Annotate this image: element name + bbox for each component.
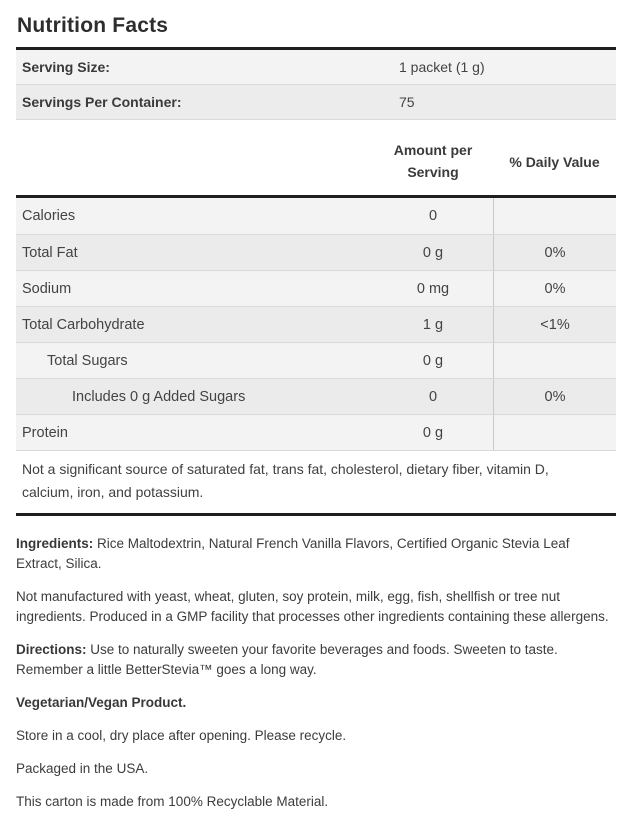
nutrient-daily-value: 0% — [493, 271, 616, 307]
storage-text: Store in a cool, dry place after opening… — [16, 728, 347, 744]
allergen-text: Not manufactured with yeast, wheat, glut… — [16, 589, 609, 625]
vegetarian-vegan-text: Vegetarian/Vegan Product. — [16, 695, 187, 711]
nutrient-amount: 0 g — [422, 244, 444, 261]
product-info-section: Ingredients: Rice Maltodextrin, Natural … — [16, 516, 616, 812]
vegetarian-vegan-paragraph: Vegetarian/Vegan Product. — [16, 693, 616, 713]
nutrient-amount: 0 — [428, 388, 438, 405]
table-row-total-carbohydrate: Total Carbohydrate 1 g <1% — [16, 306, 616, 343]
servings-per-container-value: 75 — [399, 94, 415, 110]
nutrient-table: Amount per Serving % Daily Value Calorie… — [16, 120, 616, 517]
page-title: Nutrition Facts — [17, 14, 169, 37]
recyclable-paragraph: This carton is made from 100% Recyclable… — [16, 792, 616, 812]
nutrient-label: Total Carbohydrate — [22, 316, 145, 333]
nutrient-table-body: Calories 0 Total Fat 0 g 0% Sodium 0 mg … — [16, 198, 616, 452]
table-row-added-sugars: Includes 0 g Added Sugars 0 0% — [16, 378, 616, 415]
nutrient-amount: 1 g — [422, 316, 444, 333]
table-row-protein: Protein 0 g — [16, 414, 616, 451]
table-row-total-sugars: Total Sugars 0 g — [16, 342, 616, 379]
table-row-total-fat: Total Fat 0 g 0% — [16, 234, 616, 271]
nutrient-label: Includes 0 g Added Sugars — [72, 388, 246, 405]
allergen-paragraph: Not manufactured with yeast, wheat, glut… — [16, 587, 616, 627]
nutrient-daily-value: 0% — [493, 235, 616, 271]
nutrition-facts-panel: Nutrition Facts Serving Size: 1 packet (… — [0, 14, 632, 812]
ingredients-paragraph: Ingredients: Rice Maltodextrin, Natural … — [16, 534, 616, 574]
servings-per-container-label: Servings Per Container: — [22, 94, 182, 110]
nutrient-amount: 0 g — [422, 352, 444, 369]
servings-per-container-row: Servings Per Container: 75 — [16, 85, 616, 120]
packaged-text: Packaged in the USA. — [16, 761, 149, 777]
nutrient-table-header: Amount per Serving % Daily Value — [16, 120, 616, 195]
serving-size-row: Serving Size: 1 packet (1 g) — [16, 50, 616, 85]
nutrient-amount: 0 — [428, 208, 438, 225]
ingredients-label: Ingredients: — [16, 536, 94, 552]
nutrient-amount: 0 g — [422, 424, 444, 441]
nutrient-label: Sodium — [22, 280, 72, 297]
serving-size-label: Serving Size: — [22, 59, 110, 75]
nutrient-label: Calories — [22, 208, 76, 225]
nutrient-daily-value — [493, 343, 616, 379]
nutrient-daily-value — [493, 198, 616, 235]
directions-label: Directions: — [16, 642, 87, 658]
ingredients-text: Rice Maltodextrin, Natural French Vanill… — [16, 536, 570, 572]
amount-per-serving-header: Amount per Serving — [393, 142, 473, 180]
packaged-paragraph: Packaged in the USA. — [16, 759, 616, 779]
table-bottom-divider — [16, 513, 616, 517]
daily-value-header: % Daily Value — [509, 153, 600, 170]
serving-size-value: 1 packet (1 g) — [399, 59, 485, 75]
table-row-calories: Calories 0 — [16, 198, 616, 235]
directions-paragraph: Directions: Use to naturally sweeten you… — [16, 640, 616, 680]
nutrient-label: Protein — [22, 424, 68, 441]
directions-text: Use to naturally sweeten your favorite b… — [16, 642, 558, 678]
table-row-sodium: Sodium 0 mg 0% — [16, 270, 616, 307]
header-divider — [16, 195, 616, 199]
nutrient-label: Total Fat — [22, 244, 78, 261]
recyclable-text: This carton is made from 100% Recyclable… — [16, 794, 329, 810]
nutrient-daily-value — [493, 415, 616, 451]
storage-paragraph: Store in a cool, dry place after opening… — [16, 726, 616, 746]
serving-info-table: Serving Size: 1 packet (1 g) Servings Pe… — [16, 50, 616, 120]
nutrient-amount: 0 mg — [416, 280, 450, 297]
title-divider — [16, 47, 616, 50]
not-significant-source-note: Not a significant source of saturated fa… — [22, 461, 549, 501]
nutrient-label: Total Sugars — [47, 352, 128, 369]
nutrient-daily-value: 0% — [493, 379, 616, 415]
nutrient-daily-value: <1% — [493, 307, 616, 343]
